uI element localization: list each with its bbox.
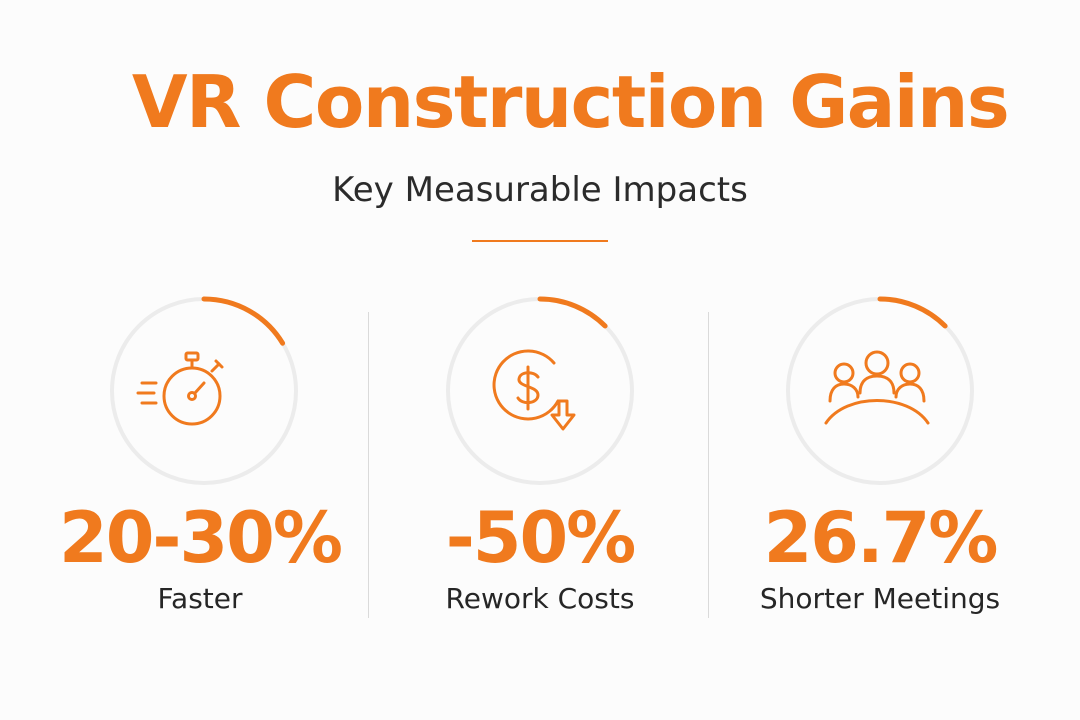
dollar-down-icon: [492, 349, 576, 431]
metric-card-rework: -50% Rework Costs: [370, 0, 710, 720]
page-title: VR Construction Gains: [131, 60, 1010, 144]
metric-label: Shorter Meetings: [759, 582, 1001, 615]
ring-arc: [877, 296, 948, 329]
metric-card-meetings: 26.7% Shorter Meetings: [710, 0, 1050, 720]
metric-value: -50%: [445, 497, 637, 579]
metric-value: 26.7%: [763, 497, 999, 579]
ring-arc: [201, 296, 286, 346]
stopwatch-icon: [136, 351, 224, 426]
progress-ring: [446, 296, 634, 485]
ring-arc: [537, 296, 608, 329]
metric-value: 20-30%: [58, 497, 343, 579]
page-subtitle: Key Measurable Impacts: [332, 170, 748, 210]
metric-label: Faster: [157, 582, 243, 615]
metric-label: Rework Costs: [445, 582, 635, 615]
column-divider: [368, 312, 369, 618]
metric-card-speed: 20-30% Faster: [30, 0, 370, 720]
title-underline: [472, 240, 608, 242]
people-group-icon: [824, 350, 930, 425]
progress-ring: [110, 296, 298, 485]
column-divider: [708, 312, 709, 618]
progress-ring: [786, 296, 974, 485]
